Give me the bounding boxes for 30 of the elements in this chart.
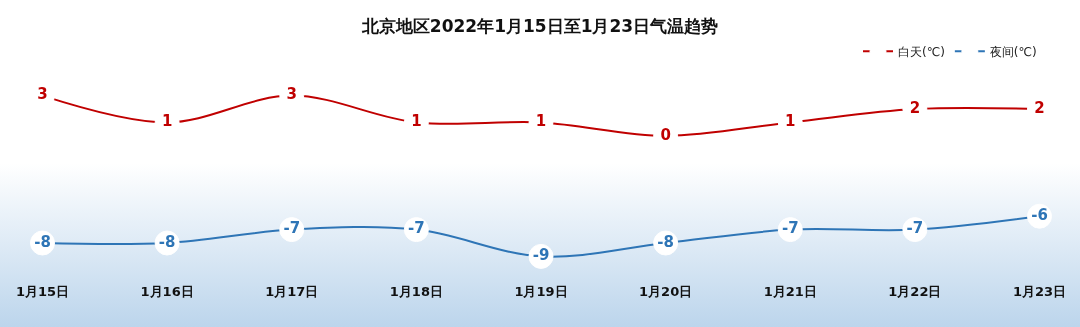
x-tick-label: 1月20日 — [639, 284, 693, 299]
data-label: -7 — [283, 219, 301, 238]
data-label: -8 — [657, 232, 674, 251]
data-label: -7 — [906, 219, 924, 238]
data-label: 1 — [535, 112, 547, 131]
x-tick-label: 1月22日 — [888, 284, 942, 299]
x-tick-label: 1月21日 — [763, 284, 817, 299]
data-label: -6 — [1031, 205, 1048, 224]
x-tick-label: 1月17日 — [265, 284, 319, 299]
data-label: -7 — [781, 219, 799, 238]
data-label: 3 — [286, 85, 297, 104]
legend-label: 夜间(℃) — [989, 44, 1037, 59]
chart-title: 北京地区2022年1月15日至1月23日气温趋势 — [360, 15, 719, 36]
data-label: 3 — [37, 85, 48, 104]
data-label: -9 — [532, 246, 550, 265]
x-tick-label: 1月23日 — [1012, 284, 1067, 299]
data-label: 1 — [411, 112, 422, 131]
data-label: 0 — [660, 125, 671, 144]
data-label: 1 — [161, 112, 173, 131]
x-tick-label: 1月19日 — [514, 284, 568, 299]
x-tick-label: 1月15日 — [15, 284, 70, 299]
x-tick-label: 1月18日 — [389, 284, 443, 299]
legend-label: 白天(℃) — [898, 44, 945, 59]
data-label: -8 — [34, 232, 51, 251]
data-label: -7 — [408, 219, 425, 238]
data-label: 1 — [785, 112, 796, 131]
x-tick-label: 1月16日 — [140, 284, 194, 299]
data-label: 2 — [1034, 98, 1045, 117]
data-label: -8 — [158, 232, 176, 251]
data-label: 2 — [909, 98, 921, 117]
